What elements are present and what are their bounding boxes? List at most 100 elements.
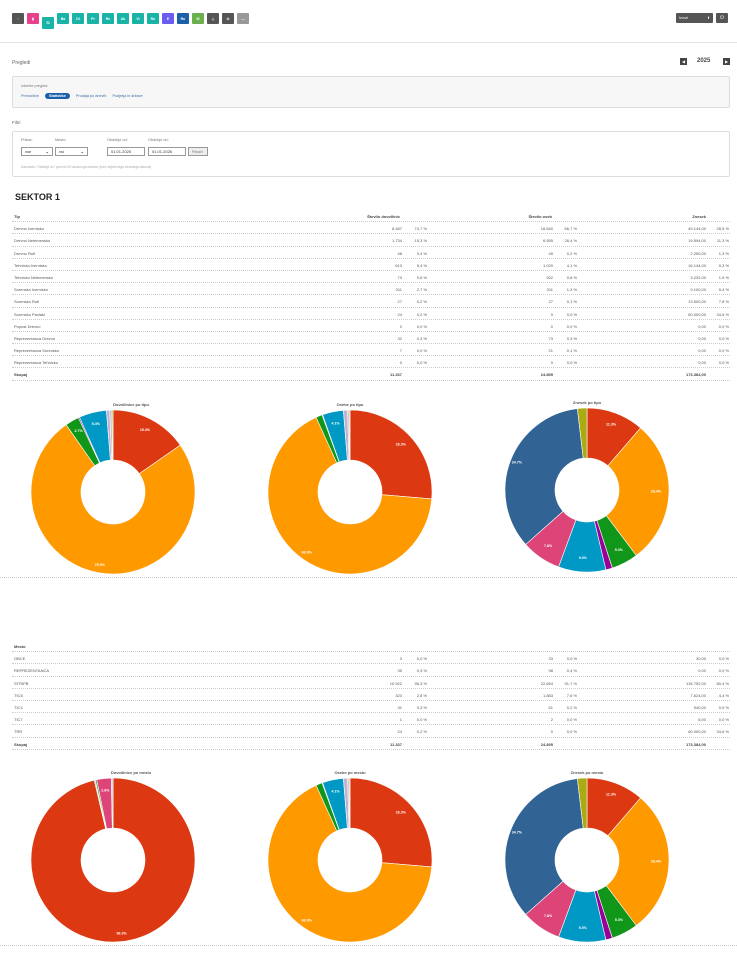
pie-slice[interactable] <box>348 409 351 461</box>
toolbar-button-7[interactable]: Ab <box>117 13 129 24</box>
table-row: TRR 24 0,2 % 0 0,0 % 60.000,00 34,6 % <box>12 725 730 738</box>
pie-slice[interactable] <box>30 424 196 575</box>
cell: 2.250,00 <box>690 250 706 256</box>
cell: 66,7 % <box>564 226 577 232</box>
cell: 0,00 <box>698 360 706 366</box>
slice-label: 2.7% <box>74 429 83 433</box>
minus-icon[interactable]: — <box>237 13 249 24</box>
pie-slice[interactable] <box>30 777 196 943</box>
cell: 1,9 % <box>718 274 729 280</box>
printer-icon[interactable]: ⊙ <box>222 13 234 24</box>
toolbar-button-4[interactable]: Dl <box>72 13 84 24</box>
cell: 613 <box>395 262 402 268</box>
table-row: Tehnicko Ivernisko 613 5,4 % 1.029 4,1 % 16.1… <box>12 259 730 271</box>
views-label: Izberite pregled: <box>21 84 49 88</box>
cell: 2 <box>550 717 553 723</box>
divider <box>0 42 737 43</box>
cell: 16.144,00 <box>688 262 706 268</box>
export-button[interactable]: Izvozi ⬆ <box>676 13 713 23</box>
submit-button[interactable]: Prikaži <box>188 147 208 156</box>
power-button[interactable]: ⏻ <box>716 13 728 23</box>
next-year-button[interactable]: ▶ <box>723 58 730 65</box>
slice-label: 34.7% <box>512 830 523 834</box>
cell: 1.734 <box>391 238 402 244</box>
pie-slice[interactable] <box>605 427 670 556</box>
filters-panel: Prikaz: Mesto: Obdobje od: Obdobje do: v… <box>12 131 730 177</box>
date-to-input[interactable]: 01.01.2026 <box>148 147 186 156</box>
cell: 9,3 % <box>718 262 729 268</box>
cell: 34,6 % <box>716 729 729 735</box>
user-icon[interactable]: ⊥ <box>207 13 219 24</box>
pie-slice[interactable] <box>577 407 588 459</box>
pie-slice[interactable] <box>504 408 584 545</box>
toolbar-button-2[interactable]: Si <box>42 17 54 29</box>
pie-slice[interactable] <box>605 797 670 926</box>
total-cell: 11.337 <box>389 372 402 378</box>
slice-label: 2.8% <box>101 788 110 792</box>
toolbar-button-5[interactable]: Pr <box>87 13 99 24</box>
filter-hint: Datumsko "Obdobje do" pomeni 00 ukvarneg… <box>21 165 152 169</box>
pie-chart: Dovolilnice po mestu 96.3% 2.8% <box>30 770 196 943</box>
pie-slice[interactable] <box>349 409 433 500</box>
row-label: TRR <box>14 729 23 735</box>
toolbar-button-11[interactable]: Ru <box>177 13 189 24</box>
toolbar-button-10[interactable]: E <box>162 13 174 24</box>
cell: 1.029 <box>542 262 553 268</box>
cell: 6,00 <box>698 717 706 723</box>
total-row: Skupaj 11.337 24.895 173.384,00 <box>12 368 730 381</box>
total-cell: 24.895 <box>540 372 553 378</box>
toolbar-button-12[interactable]: III <box>192 13 204 24</box>
cell: 0,4 % <box>416 250 427 256</box>
row-label: Reprezentanca Sorensko <box>14 348 60 354</box>
pie-slice[interactable] <box>504 778 584 915</box>
cell: 48 <box>397 250 402 256</box>
power-icon: ⏻ <box>720 15 724 21</box>
do-label: Obdobje do: <box>148 138 169 142</box>
pie-slice[interactable] <box>267 784 433 943</box>
cell: 98 <box>548 668 553 674</box>
cell: 0,0 % <box>566 656 577 662</box>
total-row: Skupaj 11.337 24.895 173.384,00 <box>12 738 730 750</box>
pie-slice[interactable] <box>349 777 433 868</box>
toolbar-button-3[interactable]: Ba <box>57 13 69 24</box>
chevron-down-icon: ⌄ <box>45 149 49 154</box>
pie-slice[interactable] <box>577 777 588 829</box>
total-cell: 11.337 <box>389 741 402 747</box>
cell: 61 <box>548 704 553 710</box>
cell: 0,0 % <box>566 729 577 735</box>
od-label: Obdobje od: <box>107 138 128 142</box>
cell: 0,0 % <box>416 717 427 723</box>
tab-0[interactable]: Prenočitve <box>21 94 39 98</box>
slice-label: 11.3% <box>606 792 617 796</box>
mesto-select[interactable]: vsi ⌄ <box>55 147 88 156</box>
cell: 0,1 % <box>566 348 577 354</box>
cell: 35 <box>397 668 402 674</box>
tab-2[interactable]: Prodaja po dnevih <box>75 94 107 98</box>
arrow-up-icon[interactable]: ↑ <box>12 13 24 24</box>
pie-slice[interactable] <box>267 416 433 575</box>
cell: 134.752,00 <box>685 680 706 686</box>
column-header: Znesek <box>692 214 706 219</box>
cell: 940,00 <box>693 704 706 710</box>
cell: 7,6 % <box>566 692 577 698</box>
cell: 10.922 <box>389 680 402 686</box>
date-from-input[interactable]: 01.01.2025 <box>107 147 145 156</box>
tab-3[interactable]: Podjetja in države <box>112 94 143 98</box>
tab-1[interactable]: Statistike <box>44 93 70 99</box>
cell: 15,3 % <box>414 238 427 244</box>
pie-slice[interactable] <box>111 409 114 461</box>
total-label: Skupaj <box>14 372 28 378</box>
cell: 60.000,00 <box>688 729 706 735</box>
toolbar-button-9[interactable]: Ru <box>147 13 159 24</box>
slice-label: 26.3% <box>396 810 407 814</box>
slice-label: 5.3% <box>615 918 624 922</box>
cell: 19.594,00 <box>688 238 706 244</box>
prev-year-button[interactable]: ◀ <box>680 58 687 65</box>
toolbar-button-8[interactable]: Vl <box>132 13 144 24</box>
prikaz-select[interactable]: vse ⌄ <box>21 147 53 156</box>
cell: 0 <box>399 323 402 329</box>
document-icon[interactable]: ▮ <box>27 13 39 24</box>
pie-slice[interactable] <box>348 777 351 829</box>
toolbar-button-6[interactable]: Re <box>102 13 114 24</box>
cell: 7,8 % <box>718 299 729 305</box>
